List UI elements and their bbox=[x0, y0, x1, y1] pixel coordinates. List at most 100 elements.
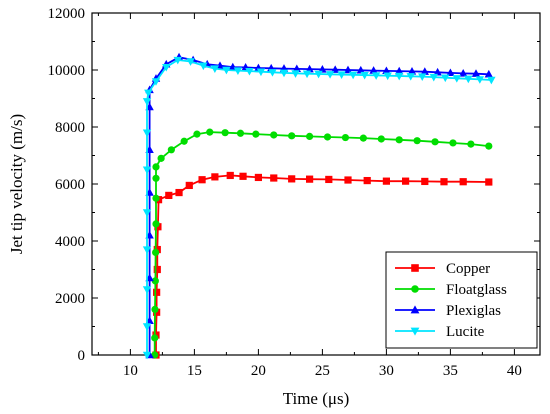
y-tick-label: 2000 bbox=[55, 291, 85, 307]
tick-labels: 10 15 20 25 30 35 40 0 2000 4000 6000 8000 10000 1200… bbox=[48, 6, 522, 379]
data-point-floatglass bbox=[236, 129, 245, 137]
data-point-lucite bbox=[452, 75, 461, 83]
data-point-lucite bbox=[348, 71, 358, 80]
data-point-floatglass bbox=[151, 305, 159, 313]
data-point-floatglass bbox=[167, 146, 175, 154]
x-tick-label: 20 bbox=[251, 363, 266, 379]
series-copper bbox=[152, 171, 493, 359]
data-point-floatglass bbox=[449, 139, 457, 147]
data-point-copper bbox=[344, 176, 352, 184]
data-point-floatglass bbox=[152, 174, 160, 182]
legend-label-lucite: Lucite bbox=[446, 324, 485, 340]
data-point-copper bbox=[382, 177, 390, 185]
data-point-floatglass bbox=[431, 138, 439, 146]
data-point-copper bbox=[363, 176, 371, 185]
data-point-lucite bbox=[395, 72, 404, 81]
data-point-plexiglas bbox=[395, 66, 404, 75]
data-point-lucite bbox=[151, 78, 161, 86]
data-point-plexiglas bbox=[318, 65, 327, 73]
series-line-copper bbox=[155, 174, 489, 355]
data-point-lucite bbox=[371, 72, 381, 80]
legend-marker-plexiglas bbox=[410, 305, 420, 314]
y-tick-label: 12000 bbox=[48, 6, 86, 22]
data-point-floatglass bbox=[323, 133, 332, 141]
data-point-lucite bbox=[142, 166, 152, 175]
data-point-plexiglas bbox=[407, 67, 417, 75]
data-point-plexiglas bbox=[343, 65, 353, 74]
data-point-lucite bbox=[475, 76, 485, 84]
data-point-lucite bbox=[464, 75, 473, 84]
data-point-copper bbox=[198, 176, 206, 184]
y-tick-label: 6000 bbox=[55, 177, 85, 193]
data-point-lucite bbox=[142, 323, 152, 331]
data-point-plexiglas bbox=[446, 68, 455, 77]
data-point-copper bbox=[226, 171, 234, 180]
series-lucite bbox=[142, 56, 496, 360]
data-point-copper bbox=[153, 288, 161, 296]
data-point-lucite bbox=[418, 73, 427, 81]
data-point-plexiglas bbox=[382, 66, 391, 75]
data-point-floatglass bbox=[152, 163, 160, 171]
data-point-floatglass bbox=[151, 277, 159, 285]
data-point-lucite bbox=[383, 72, 392, 81]
data-point-floatglass bbox=[151, 334, 159, 342]
y-axis-title: Jet tip velocity (m/s) bbox=[7, 114, 26, 254]
data-point-plexiglas bbox=[484, 69, 493, 78]
data-point-floatglass bbox=[485, 142, 493, 150]
x-tick-label: 15 bbox=[187, 363, 202, 379]
data-point-lucite bbox=[142, 351, 152, 360]
legend-marker-copper bbox=[411, 264, 419, 272]
data-point-copper bbox=[402, 177, 410, 185]
data-point-plexiglas bbox=[331, 65, 340, 73]
data-point-floatglass bbox=[413, 137, 421, 145]
data-point-copper bbox=[185, 181, 193, 190]
legend-label-plexiglas: Plexiglas bbox=[446, 303, 501, 319]
data-point-floatglass bbox=[252, 130, 260, 138]
axes bbox=[91, 12, 541, 356]
legend-marker-lucite bbox=[410, 327, 420, 336]
data-point-floatglass bbox=[395, 136, 403, 144]
data-point-floatglass bbox=[206, 128, 214, 136]
data-point-plexiglas bbox=[369, 66, 378, 74]
legend: Copper Floatglass Plexiglas Lucite bbox=[385, 251, 538, 349]
data-point-plexiglas bbox=[292, 64, 301, 73]
data-point-lucite bbox=[144, 89, 153, 98]
data-point-floatglass bbox=[377, 135, 385, 143]
data-point-lucite bbox=[162, 63, 171, 72]
data-point-lucite bbox=[325, 71, 335, 79]
data-point-plexiglas bbox=[471, 69, 481, 77]
data-point-lucite bbox=[142, 246, 152, 254]
data-point-plexiglas bbox=[356, 65, 365, 74]
data-point-plexiglas bbox=[459, 69, 468, 77]
data-point-copper bbox=[421, 177, 429, 186]
data-point-lucite bbox=[245, 67, 254, 76]
data-point-copper bbox=[175, 188, 183, 197]
data-point-lucite bbox=[173, 56, 182, 65]
x-tick-label: 30 bbox=[379, 363, 394, 379]
data-point-floatglass bbox=[221, 129, 229, 137]
x-tick-label: 40 bbox=[507, 363, 522, 379]
y-tick-label: 0 bbox=[78, 348, 86, 364]
data-point-plexiglas bbox=[433, 67, 442, 76]
data-point-floatglass bbox=[193, 130, 201, 138]
data-point-plexiglas bbox=[420, 67, 429, 75]
data-point-lucite bbox=[441, 74, 450, 83]
data-point-copper bbox=[254, 173, 262, 182]
data-point-lucite bbox=[142, 129, 152, 138]
x-axis-title: Time (μs) bbox=[283, 389, 350, 408]
data-point-copper bbox=[440, 178, 448, 186]
data-point-lucite bbox=[222, 66, 231, 75]
data-point-lucite bbox=[360, 71, 369, 80]
data-point-copper bbox=[325, 175, 333, 184]
y-tick-label: 10000 bbox=[48, 63, 86, 79]
data-point-lucite bbox=[487, 76, 496, 85]
legend-item-plexiglas: Plexiglas bbox=[395, 303, 501, 319]
plot-area bbox=[142, 52, 496, 360]
data-point-copper bbox=[211, 173, 219, 181]
legend-item-lucite: Lucite bbox=[395, 324, 485, 340]
data-point-lucite bbox=[142, 286, 152, 294]
series-floatglass bbox=[151, 128, 493, 359]
data-point-lucite bbox=[314, 70, 323, 79]
